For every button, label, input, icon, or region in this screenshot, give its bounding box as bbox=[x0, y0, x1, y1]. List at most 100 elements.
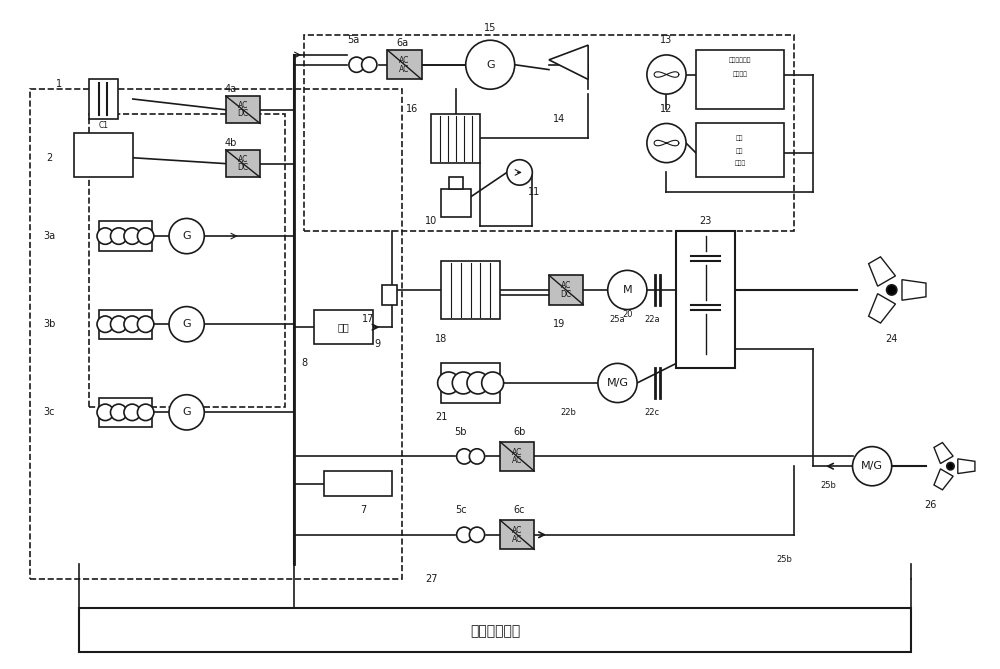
Polygon shape bbox=[869, 294, 895, 323]
Text: 4b: 4b bbox=[225, 138, 237, 148]
Text: 23: 23 bbox=[699, 216, 712, 226]
Circle shape bbox=[169, 306, 204, 342]
Text: 25a: 25a bbox=[610, 315, 625, 324]
Text: 9: 9 bbox=[375, 339, 381, 349]
Circle shape bbox=[853, 447, 892, 486]
Text: 10: 10 bbox=[425, 216, 438, 226]
Polygon shape bbox=[869, 257, 895, 286]
Text: 25b: 25b bbox=[776, 555, 792, 564]
Circle shape bbox=[598, 363, 637, 403]
Bar bbox=[99, 397, 152, 427]
Text: 5c: 5c bbox=[455, 505, 467, 515]
Polygon shape bbox=[902, 280, 926, 300]
Circle shape bbox=[438, 372, 460, 394]
Text: 14: 14 bbox=[553, 114, 565, 124]
Text: 整船冷却系统: 整船冷却系统 bbox=[470, 624, 520, 638]
Text: AC: AC bbox=[512, 526, 522, 535]
Circle shape bbox=[947, 462, 954, 470]
Bar bbox=[99, 221, 152, 251]
Bar bbox=[89, 80, 118, 118]
Text: 21: 21 bbox=[435, 412, 447, 422]
Bar bbox=[89, 114, 285, 407]
Text: AC: AC bbox=[512, 456, 522, 466]
Text: 22a: 22a bbox=[644, 315, 660, 324]
Bar bbox=[304, 35, 794, 231]
Circle shape bbox=[124, 316, 140, 332]
Text: 5b: 5b bbox=[455, 427, 467, 437]
Text: 6a: 6a bbox=[396, 38, 408, 48]
Bar bbox=[500, 520, 534, 549]
Text: 15: 15 bbox=[484, 23, 496, 33]
Text: AC: AC bbox=[238, 155, 248, 164]
Circle shape bbox=[647, 55, 686, 94]
Text: 26: 26 bbox=[925, 500, 937, 510]
Circle shape bbox=[457, 449, 472, 464]
Circle shape bbox=[452, 372, 474, 394]
Circle shape bbox=[110, 228, 127, 244]
Circle shape bbox=[137, 228, 154, 244]
Bar bbox=[441, 189, 471, 217]
Text: AC: AC bbox=[399, 65, 410, 74]
Text: M/G: M/G bbox=[861, 461, 883, 471]
Text: G: G bbox=[182, 231, 191, 241]
Text: AC: AC bbox=[561, 281, 571, 290]
Text: DC: DC bbox=[237, 109, 249, 118]
Circle shape bbox=[169, 395, 204, 430]
Circle shape bbox=[466, 40, 515, 89]
Text: 27: 27 bbox=[425, 574, 438, 584]
Bar bbox=[441, 363, 500, 403]
Text: G: G bbox=[182, 319, 191, 329]
Text: 8: 8 bbox=[301, 359, 307, 369]
Text: DC: DC bbox=[561, 290, 572, 299]
Text: AC: AC bbox=[512, 535, 522, 544]
Text: 24: 24 bbox=[886, 334, 898, 344]
Circle shape bbox=[467, 372, 489, 394]
Bar bbox=[314, 310, 373, 344]
Circle shape bbox=[124, 404, 140, 421]
Polygon shape bbox=[958, 459, 975, 474]
Circle shape bbox=[482, 372, 504, 394]
Text: C1: C1 bbox=[98, 121, 108, 130]
Circle shape bbox=[507, 160, 532, 185]
Circle shape bbox=[362, 57, 377, 72]
Circle shape bbox=[469, 527, 485, 543]
Bar bbox=[30, 89, 402, 579]
Text: G: G bbox=[486, 60, 495, 70]
Circle shape bbox=[647, 124, 686, 163]
Text: 2: 2 bbox=[46, 153, 53, 163]
Text: 燃料电池与发: 燃料电池与发 bbox=[729, 57, 751, 63]
Bar bbox=[99, 310, 152, 339]
Text: 4a: 4a bbox=[225, 84, 237, 94]
Text: 13: 13 bbox=[660, 35, 673, 45]
Bar bbox=[449, 177, 463, 189]
Text: 19: 19 bbox=[553, 319, 565, 329]
Text: AC: AC bbox=[399, 56, 410, 65]
Text: M/G: M/G bbox=[607, 378, 629, 388]
Text: 7: 7 bbox=[360, 505, 366, 515]
Circle shape bbox=[110, 316, 127, 332]
Circle shape bbox=[97, 228, 113, 244]
Circle shape bbox=[124, 228, 140, 244]
Circle shape bbox=[110, 404, 127, 421]
Circle shape bbox=[887, 285, 897, 295]
Bar bbox=[676, 231, 735, 368]
Text: 机余热: 机余热 bbox=[734, 161, 746, 167]
Bar bbox=[387, 50, 422, 80]
Circle shape bbox=[97, 404, 113, 421]
Text: 3c: 3c bbox=[44, 407, 55, 417]
Text: M: M bbox=[622, 285, 632, 295]
Bar bbox=[382, 285, 397, 304]
Text: 5a: 5a bbox=[347, 35, 359, 45]
Circle shape bbox=[608, 270, 647, 310]
Text: 3b: 3b bbox=[43, 319, 56, 329]
Bar bbox=[549, 275, 583, 304]
Bar bbox=[441, 260, 500, 319]
Bar bbox=[74, 133, 133, 177]
Circle shape bbox=[97, 316, 113, 332]
Bar bbox=[226, 96, 260, 124]
Circle shape bbox=[457, 527, 472, 543]
Circle shape bbox=[137, 404, 154, 421]
Text: 12: 12 bbox=[660, 104, 673, 114]
Text: 11: 11 bbox=[528, 187, 540, 197]
Text: 6b: 6b bbox=[513, 427, 526, 437]
